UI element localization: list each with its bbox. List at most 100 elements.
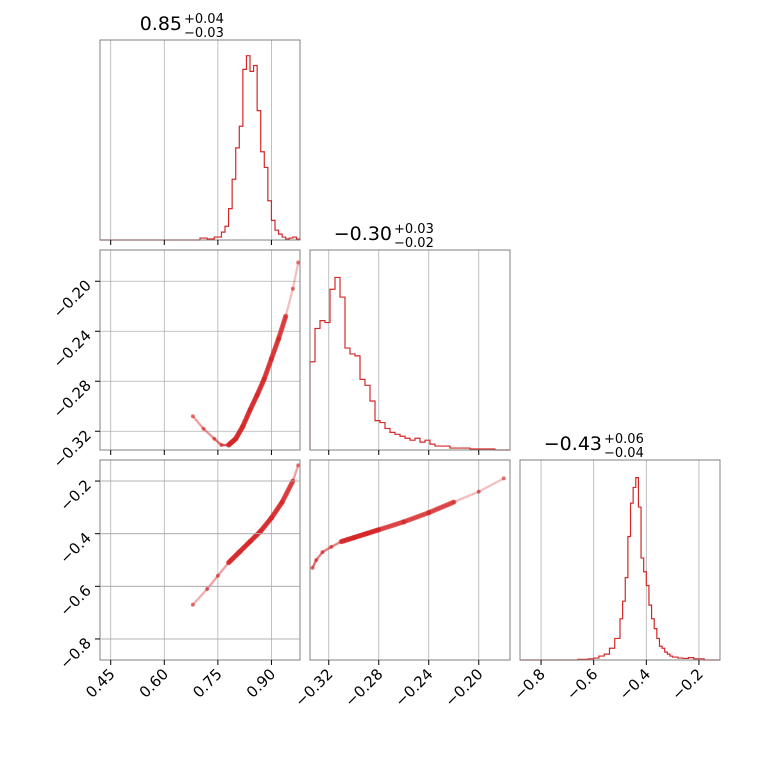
scatter-point [195,419,198,423]
scatter-anchor-point [310,565,315,570]
scatter-anchor-point [258,529,263,534]
scatter-point [223,443,227,447]
histogram-bin [232,179,236,240]
histogram-bin [662,648,665,660]
scatter-point [292,476,296,479]
scatter-point [201,592,205,595]
scatter-point [222,443,226,447]
scatter-point [217,441,221,445]
scatter-frame [309,459,511,661]
scatter-anchor-point [501,476,506,481]
scatter-point [206,431,209,434]
scatter-point [193,417,197,421]
y-tick-label: −0.32 [50,426,95,471]
scatter-point [295,469,298,473]
scatter-anchor-point [314,558,319,562]
scatter-point [223,443,226,447]
x-tick-label: −0.28 [341,665,386,710]
scatter-anchor-point [201,426,206,431]
scatter-anchor-point [296,260,300,265]
histogram-bin [609,648,614,660]
x-tick-label: −0.24 [391,665,436,710]
scatter-point [210,435,214,438]
scatter-point [293,475,296,478]
scatter-point [220,569,223,573]
scatter-point [313,562,316,565]
x-tick-label: −0.6 [563,665,601,703]
histogram-steps [520,477,720,661]
scatter-point [195,598,199,602]
histogram-bin [390,432,395,450]
param-title-minus: −0.02 [394,236,434,251]
scatter-point [294,272,298,276]
scatter-point [317,555,320,559]
histogram-bin [667,654,670,660]
scatter-anchor-point [339,539,344,544]
scatter-point [323,549,327,552]
scatter-anchor-point [226,443,231,447]
histogram-bin [665,652,668,660]
histogram-bin [275,230,279,240]
scatter-point [196,420,199,423]
histogram-bin [657,638,660,660]
scatter-point [464,495,468,499]
scatter-point [482,487,486,491]
scatter-point [199,424,203,428]
scatter-point [208,433,211,436]
scatter-anchor-point [296,463,300,468]
scatter-point [224,564,228,567]
scatter-points [190,260,300,448]
scatter-point [334,543,337,546]
scatter-point [324,548,328,552]
x-tick-label: 0.60 [136,665,172,701]
scatter-point [468,494,472,497]
histogram-bin [239,126,243,240]
scatter-point [466,494,470,498]
scatter-point [213,578,217,581]
scatter-point [327,547,331,550]
scatter-anchor-point [329,544,334,549]
histogram-frame [519,459,721,661]
scatter-point [318,553,322,557]
histogram-bin [430,444,435,450]
param-title-minus: −0.03 [184,26,224,41]
param-title-plus: +0.06 [604,432,644,447]
param-title-median: −0.43 [544,433,602,455]
scatter-point [214,577,217,580]
scatter-point [194,600,198,603]
histogram-bin [400,436,405,450]
scatter-anchor-point [364,531,369,536]
scatter-point [293,474,297,477]
histogram-panel-1: 0.85 +0.04−0.03 [99,12,301,245]
scatter-point [463,496,466,499]
scatter-point [198,595,202,599]
scatter-point [295,266,299,270]
x-tick-label: −0.20 [441,665,486,710]
scatter-point [336,542,339,545]
histogram-bin [623,601,626,660]
scatter-anchor-point [320,550,325,555]
histogram-bin [636,478,639,660]
histogram-bin [435,446,440,450]
scatter-point [194,418,198,422]
scatter-point [287,303,291,306]
histogram-bin [405,438,410,450]
scatter-anchor-point [190,602,195,607]
scatter-point [216,440,219,443]
scatter-anchor-point [426,510,431,515]
histogram-steps [309,276,510,451]
histogram-bin [625,578,628,660]
scatter-point [484,486,488,490]
scatter-point [293,278,297,281]
histogram-bin [221,232,225,240]
scatter-point [202,591,206,594]
scatter-point [286,305,290,308]
scatter-point [459,497,463,501]
x-tick-label: −0.4 [616,665,654,703]
scatter-point [456,499,459,502]
y-tick-label: −0.4 [56,529,94,567]
scatter-point [211,581,214,584]
histogram-bin [315,328,320,450]
histogram-bin [243,69,247,240]
